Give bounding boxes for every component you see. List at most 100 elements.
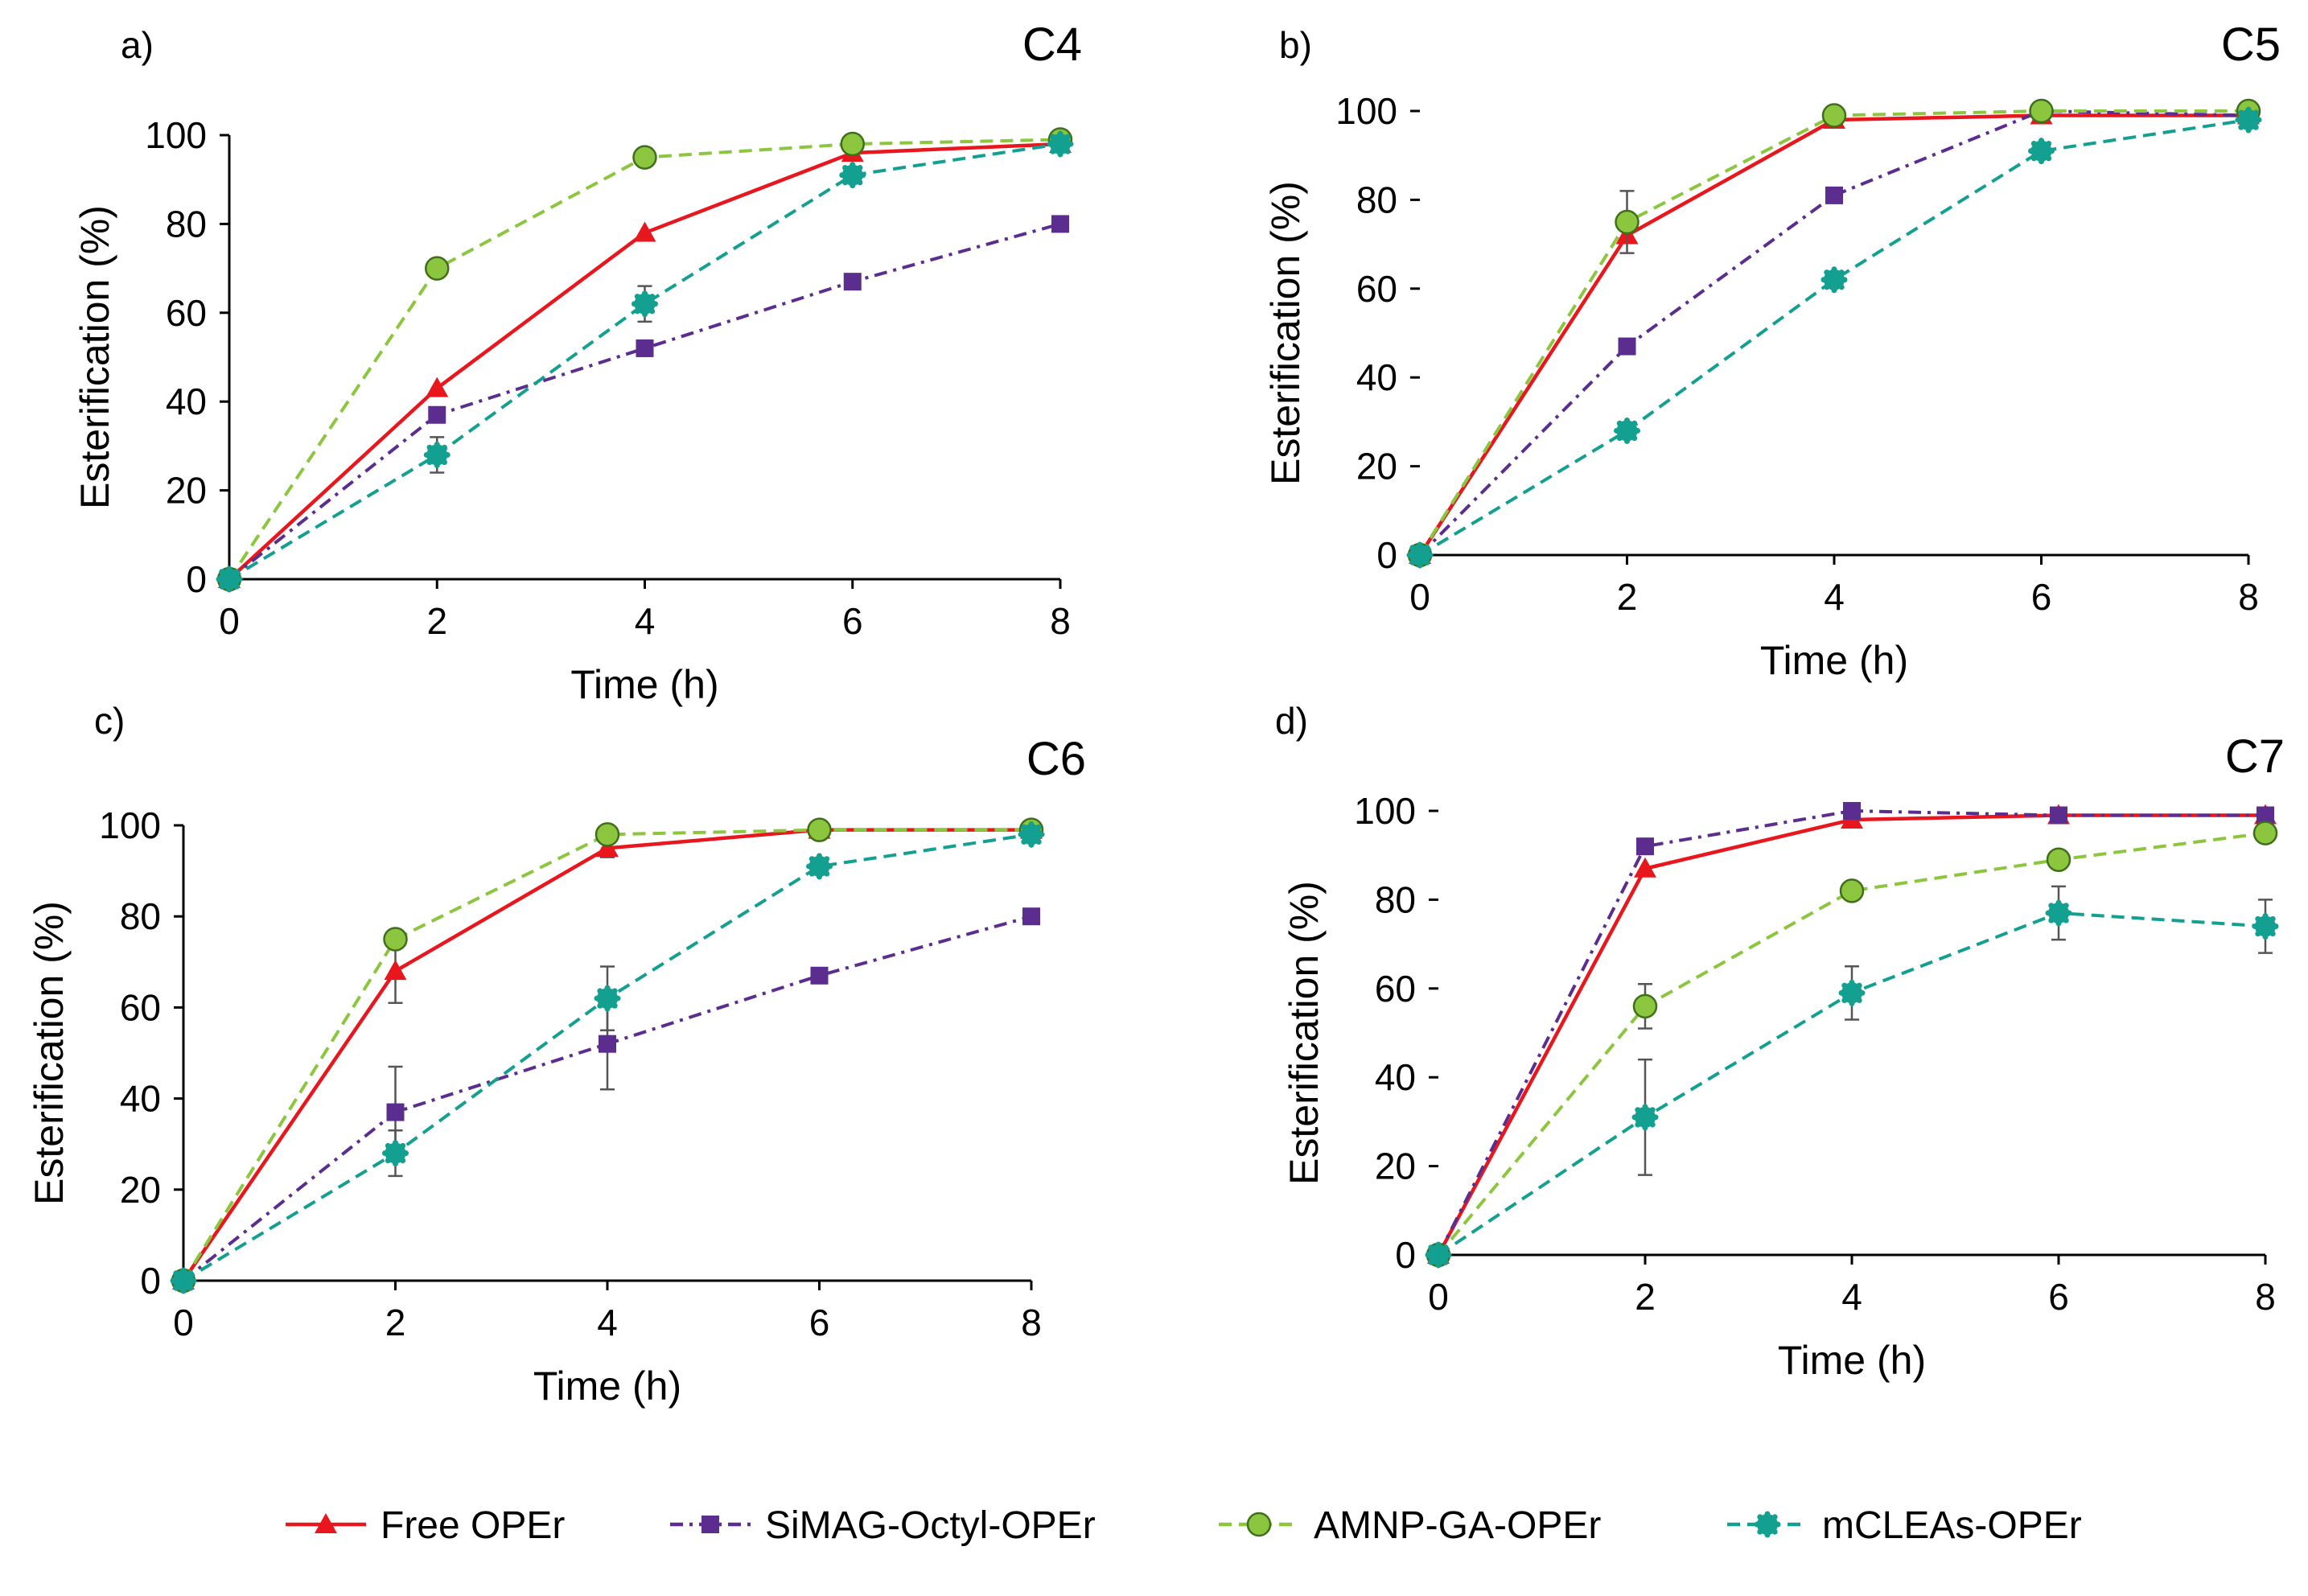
legend-label: SiMAG-Octyl-OPEr [765, 1504, 1096, 1547]
data-point-tooth [1631, 1114, 1638, 1121]
x-tick-label: 0 [1409, 576, 1430, 618]
x-tick-label: 8 [2238, 576, 2259, 618]
data-point-tooth [1435, 1241, 1442, 1248]
data-point-tooth [649, 294, 656, 300]
series-line [228, 142, 1061, 581]
data-point [1618, 337, 1636, 356]
data-point [840, 131, 865, 157]
data-point [425, 256, 450, 281]
data-point-tooth [2048, 903, 2055, 909]
legend-swatch-marker-tooth [1757, 1528, 1763, 1535]
x-tick-label: 4 [1824, 576, 1845, 618]
x-tick-label: 0 [1428, 1276, 1449, 1318]
data-point-tooth [2252, 109, 2259, 116]
data-point-tooth [634, 294, 640, 300]
legend-item: SiMAG-Octyl-OPEr [670, 1504, 1096, 1547]
data-point-tooth [2262, 913, 2269, 919]
legend-swatch-marker-tooth [1754, 1521, 1760, 1528]
series-simag-octyl-oper [175, 907, 1040, 1290]
data-point-tooth [1841, 277, 1848, 283]
data-point [386, 1103, 405, 1121]
data-point-tooth [1039, 831, 1045, 837]
data-point-tooth [1425, 1252, 1431, 1258]
data-point [2046, 847, 2071, 872]
x-tick-label: 2 [385, 1302, 406, 1343]
series-amnp-ga-oper [216, 127, 1073, 592]
legend-swatch-marker-tooth [1771, 1528, 1778, 1535]
data-point-tooth [808, 870, 815, 877]
data-point-tooth [1446, 1252, 1452, 1258]
data-point [810, 966, 829, 985]
data-point-tooth [611, 988, 618, 994]
data-point-tooth [2238, 124, 2244, 130]
data-point-tooth [652, 301, 658, 307]
data-point-tooth [1068, 141, 1074, 147]
data-point-tooth [1428, 1259, 1434, 1265]
data-point-tooth [1856, 998, 1862, 1004]
x-axis-label: Time (h) [1760, 638, 1908, 683]
legend-swatch-marker-tooth [1775, 1521, 1781, 1528]
series-line [1418, 113, 2248, 557]
x-tick-label: 6 [2048, 1276, 2069, 1318]
data-point-tooth [441, 459, 447, 466]
y-tick-label: 0 [1376, 534, 1397, 576]
data-point-tooth [1841, 998, 1848, 1004]
data-point-tooth [187, 1270, 194, 1277]
y-tick-label: 80 [1375, 878, 1416, 920]
y-axis-label: Esterification (%) [27, 901, 72, 1205]
legend-label: Free OPEr [381, 1504, 565, 1547]
y-axis-label: Esterification (%) [72, 205, 117, 509]
series-line [1418, 109, 2249, 557]
data-point-tooth [2039, 158, 2044, 165]
legend-swatch-marker [315, 1513, 337, 1533]
x-tick-label: 2 [426, 600, 447, 642]
data-point-tooth [1614, 427, 1619, 434]
x-tick-label: 4 [597, 1302, 618, 1343]
y-tick-label: 100 [99, 804, 161, 846]
data-point-tooth [1849, 1000, 1855, 1006]
data-point-tooth [393, 1140, 398, 1146]
y-axis-label: Esterification (%) [1282, 881, 1327, 1185]
data-point-tooth [649, 308, 656, 315]
data-point-tooth [860, 172, 866, 179]
data-point [426, 444, 448, 466]
data-point [1050, 134, 1071, 155]
data-point-tooth [1427, 552, 1434, 558]
data-point-tooth [441, 444, 447, 450]
data-point-tooth [2252, 124, 2259, 130]
data-point [2029, 98, 2054, 124]
series-amnp-ga-oper [1426, 821, 2278, 1268]
series-line [1418, 109, 2248, 557]
data-point-tooth [226, 566, 232, 572]
data-point-tooth [219, 583, 225, 590]
data-point-tooth [2049, 148, 2055, 154]
data-point-tooth [2252, 923, 2258, 930]
series-mcleas-oper [1406, 106, 2262, 569]
data-point-tooth [1409, 559, 1416, 566]
data-point-tooth [642, 290, 648, 297]
y-tick-label: 80 [120, 895, 161, 937]
data-point-tooth [1831, 287, 1837, 294]
data-point [1824, 269, 1845, 290]
series-amnp-ga-oper [171, 817, 1044, 1294]
y-tick-label: 20 [1375, 1146, 1416, 1187]
data-point-tooth [2048, 917, 2055, 923]
data-point-tooth [604, 985, 611, 991]
data-point-tooth [597, 988, 603, 994]
data-point-tooth [400, 1142, 406, 1149]
y-tick-label: 60 [120, 986, 161, 1028]
data-point-tooth [1652, 1114, 1659, 1121]
series-line [228, 142, 1061, 581]
data-point [2257, 806, 2274, 825]
data-point-tooth [2055, 899, 2062, 906]
legend-item: AMNP-GA-OPEr [1219, 1504, 1601, 1547]
x-tick-label: 6 [2031, 576, 2052, 618]
data-point [1839, 878, 1865, 903]
data-point [2048, 902, 2069, 923]
data-point [841, 164, 863, 186]
data-point-tooth [632, 301, 637, 307]
data-point [843, 273, 862, 291]
data-point-tooth [1050, 134, 1056, 140]
data-point-tooth [393, 1161, 398, 1167]
data-point-tooth [2262, 934, 2269, 940]
